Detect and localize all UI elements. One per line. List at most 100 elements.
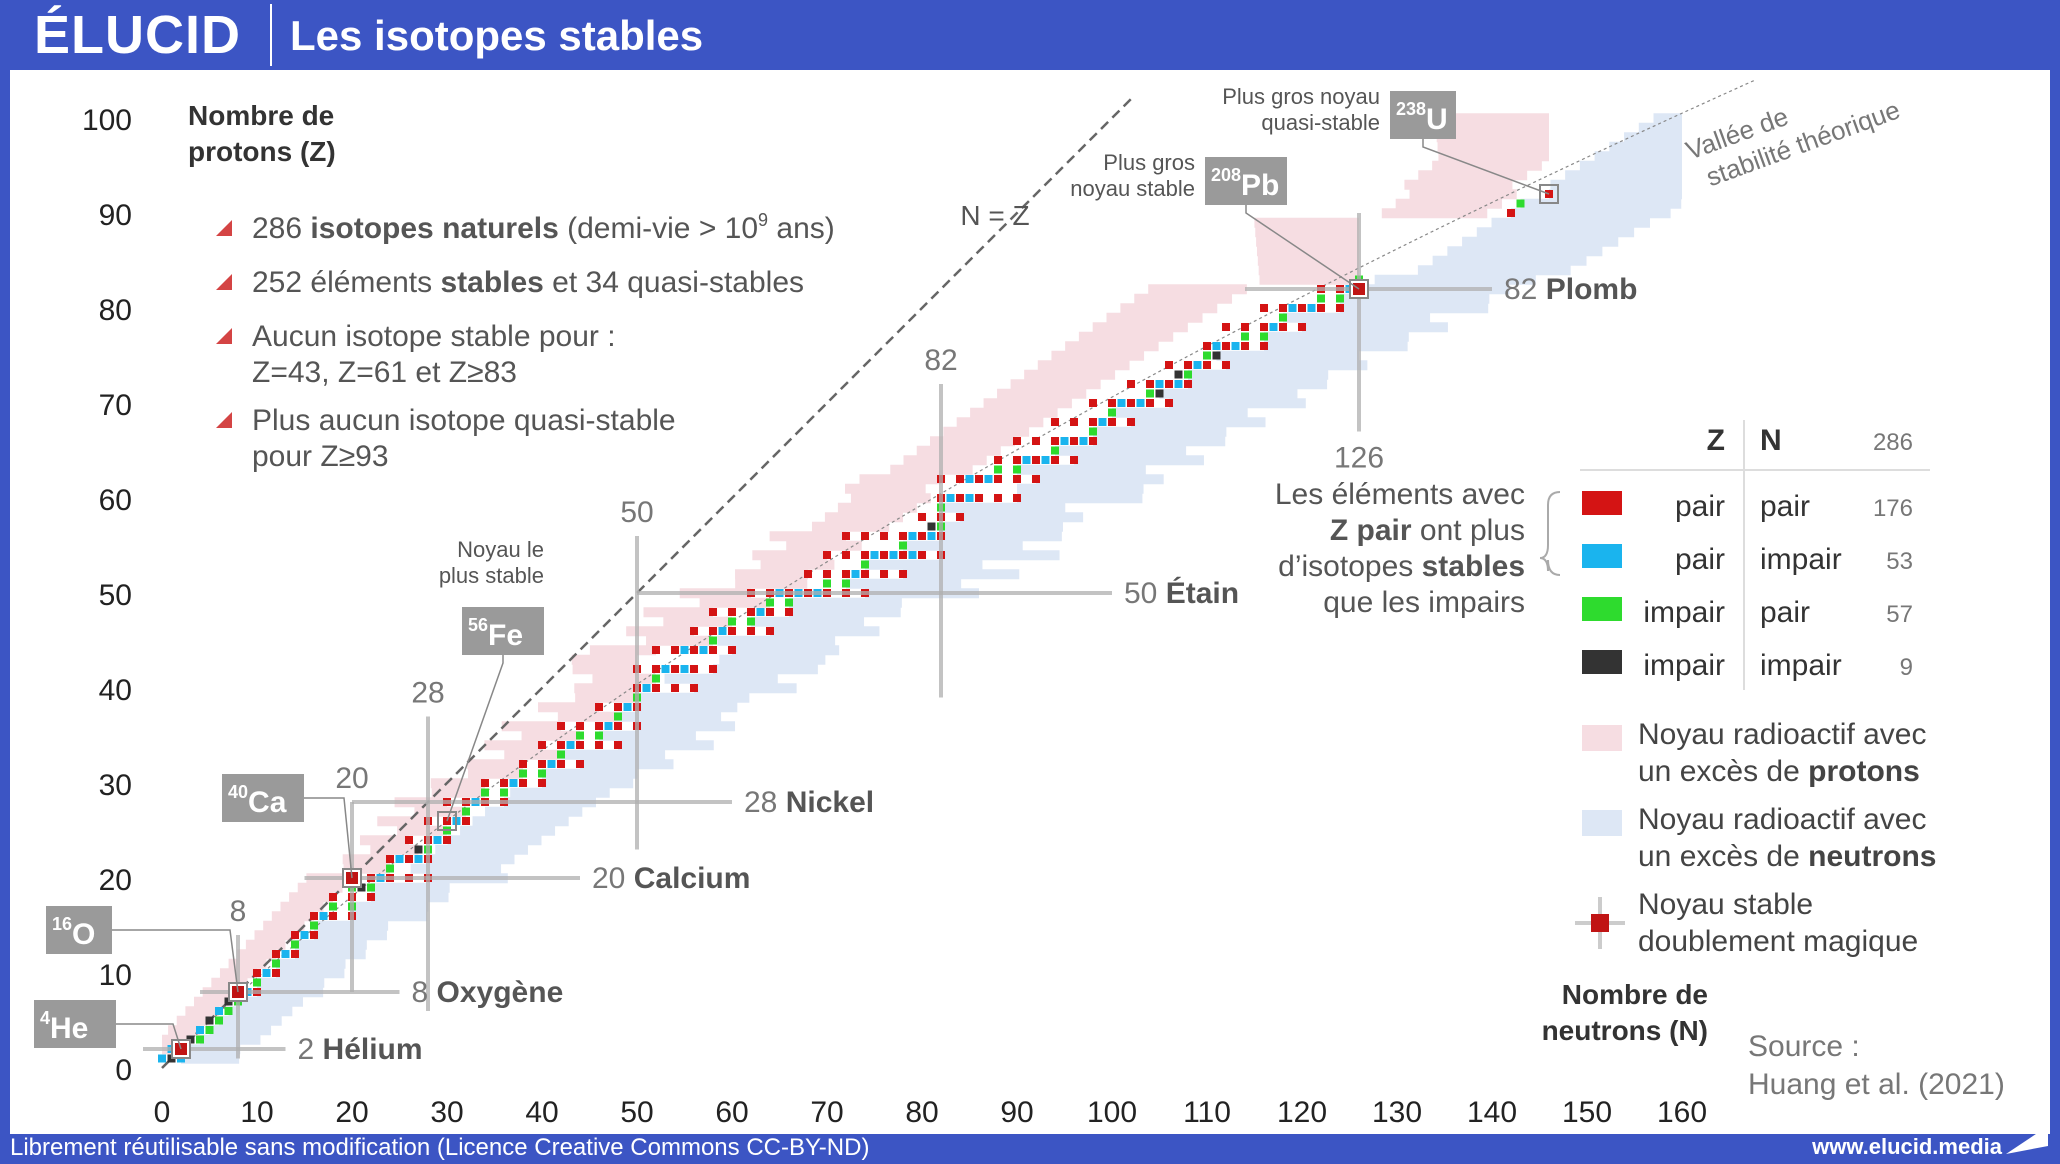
isotope-point bbox=[433, 836, 442, 844]
parity-n: impair bbox=[1760, 543, 1842, 576]
proton-excess-band bbox=[271, 911, 314, 922]
parity-n: pair bbox=[1760, 596, 1810, 629]
isotope-point bbox=[215, 1007, 223, 1015]
y-tick-label: 100 bbox=[82, 104, 132, 137]
proton-excess-band bbox=[916, 445, 1001, 456]
isotope-point bbox=[728, 608, 736, 616]
neutron-excess-band bbox=[1432, 255, 1587, 266]
y-tick-label: 30 bbox=[99, 769, 132, 802]
isotope-point bbox=[576, 741, 584, 749]
isotope-point bbox=[1298, 323, 1306, 331]
neutron-excess-band bbox=[447, 835, 542, 846]
isotope-point bbox=[1041, 456, 1050, 464]
x-tick-label: 110 bbox=[1183, 1096, 1231, 1129]
x-tick-label: 90 bbox=[1000, 1096, 1033, 1129]
y-tick-label: 0 bbox=[115, 1054, 132, 1087]
isotope-point bbox=[747, 627, 755, 635]
isotope-point bbox=[1032, 456, 1040, 464]
license-text: Librement réutilisable sans modification… bbox=[10, 1134, 870, 1161]
isotope-point bbox=[728, 646, 736, 654]
neutron-excess-band bbox=[941, 550, 1060, 561]
neutron-excess-band bbox=[1017, 493, 1143, 504]
proton-excess-band bbox=[663, 616, 732, 627]
isotope-point bbox=[1165, 361, 1173, 369]
fact-text: 252 éléments stables et 34 quasi-stables bbox=[252, 266, 804, 299]
proton-excess-band bbox=[589, 645, 656, 656]
isotope-point bbox=[842, 579, 850, 588]
neutron-excess-band bbox=[181, 1053, 240, 1064]
x-axis-title: neutrons (N) bbox=[1542, 1015, 1708, 1046]
x-tick-label: 130 bbox=[1372, 1096, 1422, 1129]
neutron-excess-band bbox=[717, 635, 836, 646]
isotope-point bbox=[861, 560, 869, 569]
neutron-excess-band bbox=[751, 616, 865, 627]
neutron-excess-band bbox=[561, 749, 666, 760]
isotope-point bbox=[500, 779, 508, 787]
isotope-point bbox=[557, 750, 565, 759]
proton-excess-band bbox=[1257, 255, 1359, 266]
site-link[interactable]: www.elucid.media bbox=[1812, 1134, 2002, 1159]
proton-excess-band bbox=[343, 863, 390, 874]
isotope-point bbox=[443, 836, 451, 844]
isotope-point bbox=[1279, 304, 1287, 312]
neutron-excess-band bbox=[510, 787, 610, 798]
isotope-point bbox=[908, 551, 917, 559]
isotope-point bbox=[956, 513, 964, 521]
proton-excess-band bbox=[735, 569, 808, 580]
isotope-point bbox=[994, 465, 1002, 474]
isotope-point bbox=[576, 731, 584, 740]
y-tick-label: 50 bbox=[99, 579, 132, 612]
isotope-point bbox=[367, 893, 375, 901]
fact-bullet-icon bbox=[216, 220, 232, 236]
neutron-excess-band bbox=[664, 673, 778, 684]
isotope-point bbox=[1146, 399, 1154, 407]
neutron-excess-band bbox=[542, 778, 634, 789]
isotope-point bbox=[547, 760, 556, 768]
magic-neutron-label: 126 bbox=[1334, 442, 1384, 475]
callout-box bbox=[462, 607, 544, 655]
isotope-point bbox=[671, 684, 679, 692]
neutron-excess-band bbox=[1112, 407, 1248, 418]
neutron-excess-band bbox=[719, 654, 826, 665]
neutron-excess-band bbox=[599, 730, 696, 741]
isotope-point bbox=[272, 959, 280, 968]
neutron-excess-band bbox=[638, 692, 750, 703]
magic-proton-label: 28 Nickel bbox=[744, 786, 874, 819]
isotope-point bbox=[595, 731, 603, 740]
proton-excess-band bbox=[431, 787, 485, 798]
isotope-point bbox=[690, 665, 698, 673]
isotope-point bbox=[965, 494, 974, 502]
proton-excess-band bbox=[1395, 198, 1502, 209]
proton-excess-band bbox=[1437, 141, 1549, 152]
isotope-point bbox=[538, 769, 546, 778]
isotope-point bbox=[1060, 437, 1069, 445]
y-tick-label: 70 bbox=[99, 389, 132, 422]
neutron-excess-band bbox=[1216, 350, 1359, 361]
proton-excess-band bbox=[930, 436, 1015, 447]
isotope-point bbox=[1127, 380, 1135, 388]
x-tick-label: 20 bbox=[335, 1096, 368, 1129]
neutron-excess-band bbox=[352, 901, 429, 912]
isotope-point bbox=[205, 1026, 214, 1034]
isotope-point bbox=[538, 760, 546, 768]
isotope-point bbox=[1507, 209, 1515, 217]
neutron-excess-band bbox=[228, 1006, 293, 1017]
isotope-point bbox=[395, 855, 404, 863]
x-tick-label: 80 bbox=[905, 1096, 938, 1129]
isotope-point bbox=[880, 551, 888, 559]
isotope-point bbox=[1089, 437, 1097, 445]
isotope-point bbox=[870, 551, 879, 559]
neutron-excess-band bbox=[1340, 303, 1489, 314]
isotope-point bbox=[946, 494, 955, 502]
isotope-point bbox=[652, 684, 660, 692]
isotope-point bbox=[1013, 494, 1021, 502]
isotope-point bbox=[1279, 313, 1287, 322]
parity-z: impair bbox=[1643, 596, 1725, 629]
parity-count: 176 bbox=[1873, 495, 1913, 522]
fact-text: Plus aucun isotope quasi-stable bbox=[252, 404, 676, 437]
isotope-point bbox=[614, 712, 622, 721]
isotope-point bbox=[956, 494, 964, 502]
proton-excess-band bbox=[1404, 179, 1513, 190]
x-tick-label: 140 bbox=[1467, 1096, 1517, 1129]
proton-excess-band bbox=[176, 1015, 210, 1026]
